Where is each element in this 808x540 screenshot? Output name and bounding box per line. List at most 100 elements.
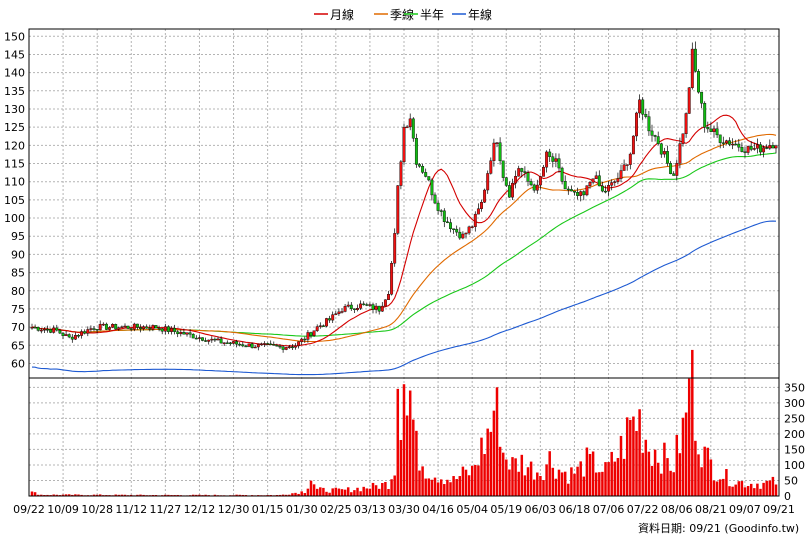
volume-bar	[718, 479, 722, 496]
volume-bar	[749, 483, 753, 496]
candle-body	[449, 222, 452, 229]
volume-bar	[235, 494, 238, 496]
volume-bar	[452, 476, 455, 496]
volume-bar	[52, 494, 55, 496]
volume-bar	[458, 476, 462, 496]
volume-bar	[706, 447, 710, 496]
candle-body	[135, 323, 139, 328]
volume-bar	[297, 493, 300, 496]
candle-body	[631, 135, 635, 155]
volume-bar	[120, 494, 124, 496]
candle-body	[635, 112, 638, 137]
candle-body	[656, 136, 660, 144]
date-axis-ticks: 09/22 10/09 10/28 11/12 11/27 12/12 12/30 01/15…	[13, 503, 795, 516]
date-tick-label: 11/12	[115, 503, 147, 516]
volume-bar	[734, 484, 737, 496]
volume-tick-label: 300	[784, 397, 805, 410]
candle-body	[33, 326, 37, 329]
candle-body	[566, 188, 570, 191]
volume-bar	[461, 466, 465, 496]
volume-bar	[570, 467, 573, 496]
volume-bar	[80, 494, 83, 496]
volume-bar	[415, 430, 418, 496]
candle-body	[768, 145, 772, 149]
volume-bar	[337, 488, 341, 496]
volume-bar	[548, 451, 551, 496]
price-tick-label: 80	[11, 285, 25, 298]
price-tick-label: 110	[4, 176, 25, 189]
volume-bar	[681, 417, 685, 496]
date-tick-label: 05/04	[456, 503, 488, 516]
candle-body	[762, 147, 766, 153]
candle-body	[625, 164, 629, 166]
candle-body	[464, 232, 468, 235]
candle-body	[287, 346, 291, 349]
price-tick-label: 135	[4, 85, 25, 98]
price-tick-label: 145	[4, 48, 25, 61]
candle-body	[749, 146, 753, 150]
candle-body	[644, 114, 648, 117]
candle-body	[520, 168, 524, 172]
volume-bar	[77, 494, 80, 496]
candle-body	[675, 163, 679, 176]
date-tick-label: 09/22	[13, 503, 45, 516]
candle-body	[514, 176, 518, 184]
candle-body	[619, 170, 623, 179]
candle-body	[445, 221, 449, 224]
volume-bar	[377, 488, 381, 496]
volume-bar	[691, 349, 694, 496]
volume-bar	[666, 458, 669, 496]
candle-body	[436, 202, 440, 211]
volume-bar	[709, 459, 713, 496]
candle-body	[731, 143, 735, 146]
candle-body	[83, 331, 87, 334]
candle-body	[194, 337, 198, 340]
candle-body	[222, 342, 226, 344]
candle-body	[579, 191, 583, 196]
candle-body	[191, 333, 195, 339]
volume-bar	[498, 446, 502, 496]
candle-body	[238, 343, 242, 346]
volume-bar	[604, 462, 607, 496]
candle-body	[303, 338, 307, 341]
candle-body	[538, 176, 542, 186]
candle-body	[290, 346, 294, 349]
volume-bar	[312, 484, 316, 496]
candle-body	[641, 99, 645, 115]
candle-body	[582, 191, 586, 196]
candle-body	[123, 325, 127, 328]
price-grid	[28, 29, 780, 496]
candle-body	[294, 345, 297, 348]
candle-body	[185, 332, 189, 335]
candle-body	[300, 338, 304, 342]
volume-bar	[213, 494, 217, 496]
volume-bar	[567, 483, 570, 496]
volume-bar	[129, 494, 133, 496]
candle-body	[585, 185, 589, 196]
candle-body	[405, 126, 409, 129]
candle-body	[693, 48, 697, 72]
volume-bar	[635, 430, 638, 496]
volume-bar	[350, 492, 353, 496]
candle-body	[430, 179, 434, 196]
volume-bar	[495, 387, 499, 496]
volume-tick-label: 150	[784, 443, 805, 456]
candle-body	[352, 308, 356, 310]
volume-bar	[653, 449, 657, 496]
volume-bar	[622, 458, 626, 496]
volume-bar	[176, 494, 179, 496]
candle-body	[752, 148, 756, 150]
candle-body	[36, 326, 40, 331]
volume-bar	[30, 491, 34, 496]
candle-body	[569, 189, 573, 192]
candle-body	[669, 163, 673, 174]
candle-body	[235, 341, 239, 345]
yearly-ma-line	[31, 220, 777, 376]
candle-body	[759, 144, 762, 153]
price-tick-label: 125	[4, 121, 25, 134]
volume-bar	[669, 470, 672, 496]
volume-bar	[598, 472, 601, 496]
candle-body	[315, 326, 319, 331]
candle-body	[343, 306, 347, 312]
volume-axis-ticks: 0 50 100 150 200 250 300 350	[784, 381, 805, 503]
